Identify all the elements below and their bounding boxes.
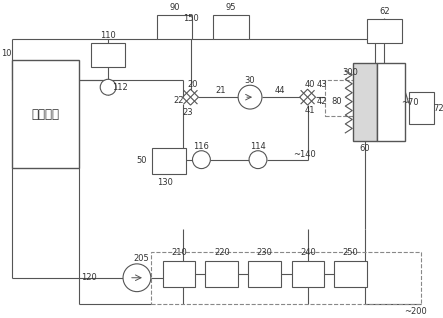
Text: 62: 62 <box>379 7 390 16</box>
Text: 44: 44 <box>275 86 285 95</box>
Bar <box>292 261 324 287</box>
Text: 116: 116 <box>194 142 210 151</box>
Bar <box>367 19 402 43</box>
Text: 90: 90 <box>169 3 180 12</box>
Text: 114: 114 <box>250 142 266 151</box>
Bar <box>163 261 195 287</box>
Text: 300: 300 <box>342 68 358 77</box>
Bar <box>334 261 367 287</box>
Text: 72: 72 <box>433 104 443 113</box>
Text: ~200: ~200 <box>404 307 427 316</box>
Text: 80: 80 <box>331 97 342 106</box>
Text: 240: 240 <box>300 248 316 258</box>
Text: 150: 150 <box>183 14 198 23</box>
Text: 30: 30 <box>245 76 255 85</box>
Bar <box>326 80 375 116</box>
Text: 230: 230 <box>256 248 272 258</box>
Bar <box>353 63 377 141</box>
Text: 250: 250 <box>343 248 359 258</box>
Text: 41: 41 <box>304 106 315 114</box>
Text: 20: 20 <box>187 80 198 89</box>
Text: 130: 130 <box>157 178 173 187</box>
Circle shape <box>123 264 151 292</box>
Text: 23: 23 <box>182 107 193 116</box>
Text: 95: 95 <box>226 3 237 12</box>
Bar <box>248 261 281 287</box>
Circle shape <box>249 151 267 169</box>
Circle shape <box>193 151 210 169</box>
Text: 43: 43 <box>316 80 327 89</box>
Text: 燃料电池: 燃料电池 <box>31 107 60 121</box>
Text: 22: 22 <box>173 96 184 105</box>
Text: 60: 60 <box>360 144 370 153</box>
Bar <box>152 148 186 174</box>
Text: 10: 10 <box>1 49 11 58</box>
Text: 110: 110 <box>100 31 116 40</box>
Text: 120: 120 <box>82 273 97 282</box>
Bar <box>409 92 434 124</box>
Bar <box>214 15 249 38</box>
Bar <box>157 15 193 38</box>
Bar <box>151 252 421 304</box>
Text: ~140: ~140 <box>293 150 316 159</box>
Text: 112: 112 <box>112 83 128 92</box>
Text: 40: 40 <box>304 80 315 89</box>
Circle shape <box>238 85 262 109</box>
Bar <box>12 60 79 168</box>
Text: 220: 220 <box>214 248 229 258</box>
Circle shape <box>100 79 116 95</box>
Bar <box>91 43 125 67</box>
Bar <box>206 261 238 287</box>
Bar <box>377 63 405 141</box>
Text: 21: 21 <box>215 86 225 95</box>
Text: 210: 210 <box>171 248 187 258</box>
Text: 42: 42 <box>316 97 327 106</box>
Text: 205: 205 <box>133 254 149 263</box>
Text: ~70: ~70 <box>401 98 419 107</box>
Text: 50: 50 <box>136 156 147 165</box>
